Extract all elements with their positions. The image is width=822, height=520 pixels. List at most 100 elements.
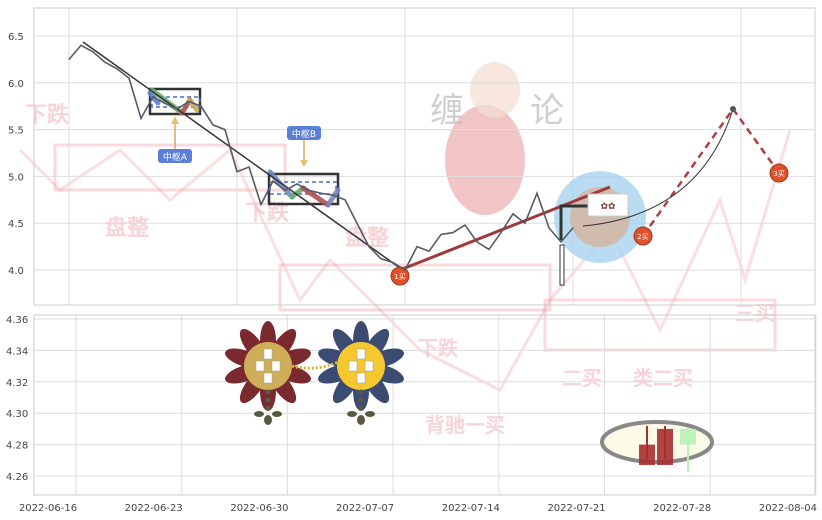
price-point <box>464 224 466 226</box>
price-point <box>92 51 94 53</box>
buy-point-label: 3买 <box>773 170 784 178</box>
flower-leaf-icon <box>365 411 375 417</box>
price-point <box>128 77 130 79</box>
price-point <box>104 61 106 63</box>
zhongshu-b-label-bg <box>287 126 321 140</box>
price-point <box>380 258 382 260</box>
stroke-segment <box>325 187 341 208</box>
watermark-title: 缠 <box>430 91 464 131</box>
price-point <box>272 180 274 182</box>
watermark-text: 类二买 <box>633 366 693 390</box>
flower-stem-icon <box>265 397 271 403</box>
x-tick-label: 2022-07-28 <box>653 503 711 514</box>
candle-body <box>639 444 655 466</box>
price-point <box>524 222 526 224</box>
price-point <box>200 105 202 107</box>
price-point <box>248 166 250 168</box>
y-tick-label: 4.32 <box>6 378 28 389</box>
price-point <box>572 227 574 229</box>
stroke-segment <box>267 169 295 200</box>
arrow-down-icon <box>300 160 308 167</box>
flower-leaf-icon <box>272 411 282 417</box>
flower-stem-icon <box>265 405 271 411</box>
price-point <box>344 199 346 201</box>
watermark-box <box>53 143 287 192</box>
candle-body <box>657 428 673 466</box>
price-point <box>488 248 490 251</box>
stroke-segment <box>300 185 331 208</box>
projection-curve <box>582 108 734 227</box>
zhongshu-b-label: 中枢B <box>292 128 316 140</box>
arrow-up-icon <box>171 116 179 124</box>
x-tick-label: 2022-07-07 <box>336 503 394 514</box>
y-tick-label: 6.0 <box>8 79 24 90</box>
candle-body <box>680 428 696 445</box>
price-point <box>416 246 418 248</box>
price-point <box>152 96 154 98</box>
price-point <box>332 194 334 196</box>
x-tick-label: 2022-07-14 <box>442 503 500 514</box>
flower-stem-icon <box>358 389 364 395</box>
mahjong-tile-icon <box>263 372 273 384</box>
y-tick-label: 5.5 <box>8 126 24 137</box>
flower-stem-icon <box>265 389 271 395</box>
flower-stem-icon <box>358 397 364 403</box>
flower-leaf-icon <box>347 411 357 417</box>
price-point <box>320 192 322 194</box>
zhongshu-a-inner <box>151 96 201 108</box>
annotation-layer: ✿✿ 中枢A 中枢B 1买 2买 3买 <box>82 41 789 472</box>
price-point <box>80 44 82 46</box>
monk-body-icon <box>445 105 525 215</box>
price-point <box>500 231 502 234</box>
price-point <box>308 189 310 192</box>
mahjong-tile-icon <box>348 360 358 372</box>
watermark-text: 盘整 <box>105 215 149 241</box>
price-point <box>392 261 394 264</box>
x-tick-label: 2022-08-04 <box>759 503 817 514</box>
x-tick-label: 2022-06-23 <box>125 503 183 514</box>
x-tick-label: 2022-07-21 <box>547 503 605 514</box>
watermark-title: 论 <box>530 91 564 131</box>
price-point <box>536 192 538 194</box>
flower-center-icon <box>244 342 292 390</box>
price-point <box>260 203 262 206</box>
mahjong-tile-icon <box>356 372 366 384</box>
price-point <box>512 213 514 215</box>
flower-stem-icon <box>358 405 364 411</box>
price-point <box>140 117 142 119</box>
flower-leaf-icon <box>264 415 272 425</box>
mahjong-tile-icon <box>263 348 273 360</box>
volume-bar <box>559 244 565 286</box>
monk-head-icon <box>470 62 520 118</box>
mahjong-tile-icon <box>356 348 366 360</box>
flower-thumbnail <box>587 193 629 217</box>
watermark-text: 盘整 <box>345 225 389 251</box>
tick-layer: 6.5 6.0 5.5 5.0 4.5 4.0 4.36 4.34 4.32 4.30 4.28 4.… <box>6 32 817 514</box>
price-point <box>560 241 562 243</box>
bottom-plot-frame <box>33 314 816 496</box>
top-plot-frame <box>33 7 816 306</box>
mahjong-tile-icon <box>271 360 281 372</box>
watermark-text: 背驰一买 <box>425 413 505 437</box>
price-point <box>284 189 286 192</box>
buy-point-marker <box>633 226 653 246</box>
y-tick-label: 4.28 <box>6 441 28 452</box>
y-tick-label: 4.30 <box>6 409 28 420</box>
buy-point-marker <box>769 163 789 183</box>
buy-point-label: 2买 <box>637 233 648 241</box>
mahjong-tile-icon <box>364 360 374 372</box>
price-point <box>296 183 298 185</box>
series-layer <box>68 44 574 272</box>
uptrend-line <box>399 185 611 272</box>
price-point <box>368 246 370 248</box>
x-tick-label: 2022-06-30 <box>230 503 288 514</box>
projection-line <box>731 108 781 174</box>
price-point <box>188 100 190 103</box>
price-point <box>164 102 166 104</box>
price-point <box>356 222 358 224</box>
y-tick-label: 4.5 <box>8 219 24 230</box>
price-point <box>176 108 178 110</box>
watermark-text: 二买 <box>562 366 602 390</box>
price-point <box>440 233 442 236</box>
